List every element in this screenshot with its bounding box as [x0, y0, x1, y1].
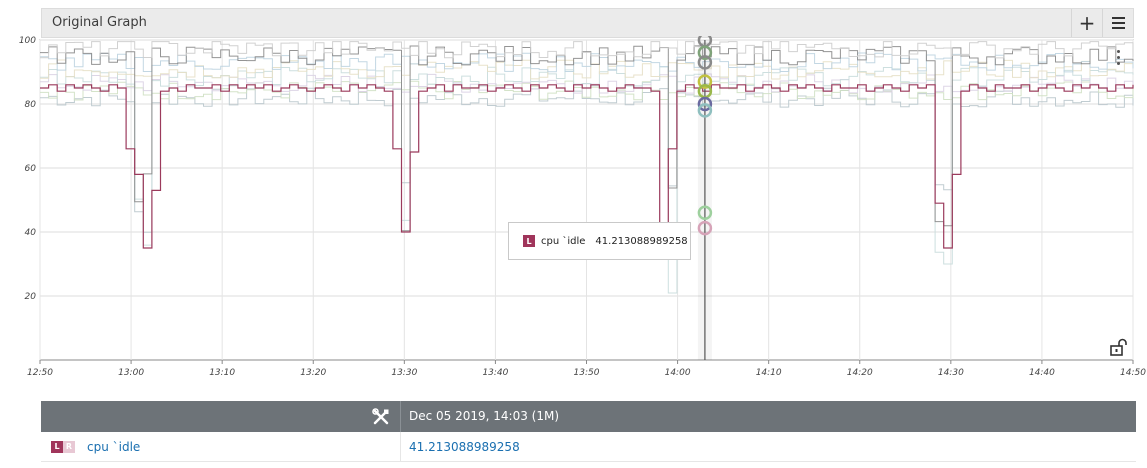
x-axis: 12:50 13:00 13:10 13:20 13:30 13:40 13:50 14:00… — [27, 360, 1146, 378]
x-tick-label: 12:50 — [27, 368, 53, 378]
x-tick-label: 13:00 — [118, 368, 144, 378]
cursor-marker — [697, 220, 713, 236]
cursor-marker — [697, 45, 713, 61]
hamburger-menu-icon — [1111, 17, 1125, 29]
x-tick-label: 13:30 — [391, 368, 417, 378]
tooltip-series-name: cpu `idle — [541, 235, 586, 247]
series-line-cpu-idle — [40, 84, 1134, 249]
cursor-marker — [697, 103, 713, 118]
cursor-marker — [697, 205, 713, 221]
cursor-markers — [697, 36, 713, 236]
y-tick-label: 40 — [25, 228, 37, 238]
kebab-vertical-icon[interactable] — [1117, 50, 1120, 65]
chart-grid — [39, 39, 1134, 361]
left-axis-badge[interactable]: L — [51, 440, 63, 453]
series-badge: L — [523, 235, 535, 247]
panel-title: Original Graph — [52, 15, 147, 30]
add-button[interactable]: + — [1071, 9, 1102, 37]
tooltip-value: 41.213088989258 — [595, 235, 688, 247]
x-tick-label: 13:50 — [574, 368, 600, 378]
y-axis: 20 40 60 80 100 — [19, 36, 36, 302]
cursor-marker — [697, 96, 713, 112]
x-tick-label: 14:20 — [847, 368, 873, 378]
series-value[interactable]: 41.213088989258 — [409, 440, 520, 454]
y-tick-label: 100 — [19, 36, 36, 46]
x-tick-label: 14:40 — [1029, 368, 1055, 378]
highlighted-series — [40, 84, 1134, 249]
cursor-marker — [697, 74, 713, 89]
y-tick-label: 20 — [25, 292, 37, 302]
x-tick-label: 13:20 — [300, 368, 326, 378]
background-series-line — [40, 41, 1134, 59]
plus-icon: + — [1078, 11, 1096, 35]
x-tick-label: 14:50 — [1120, 368, 1146, 378]
y-tick-label: 60 — [25, 164, 37, 174]
header-date: Dec 05 2019, 14:03 (1M) — [409, 409, 560, 423]
x-tick-label: 14:10 — [756, 368, 782, 378]
unlock-icon[interactable] — [1110, 338, 1130, 360]
y-tick-label: 80 — [25, 100, 37, 110]
x-tick-label: 13:40 — [482, 368, 508, 378]
series-name-cell: L R cpu `idle — [41, 432, 401, 461]
graph-panel-header: Original Graph + — [41, 8, 1134, 38]
tools-icon[interactable] — [372, 407, 390, 426]
cursor-marker — [697, 55, 713, 70]
hover-tooltip: L cpu `idle 41.213088989258 — [508, 222, 691, 260]
cursor-line — [697, 40, 712, 360]
legend-table-header: Dec 05 2019, 14:03 (1M) — [41, 401, 1136, 432]
menu-button[interactable] — [1102, 9, 1133, 37]
series-name[interactable]: cpu `idle — [87, 439, 141, 454]
line-chart[interactable]: 20 40 60 80 100 12:50 13:00 13:10 13:20 13:30 13:… — [0, 36, 1147, 381]
tools-cell — [41, 401, 401, 432]
right-axis-badge[interactable]: R — [63, 440, 75, 453]
x-tick-label: 14:30 — [938, 368, 964, 378]
x-tick-label: 13:10 — [209, 368, 235, 378]
table-row[interactable]: L R cpu `idle 41.213088989258 — [41, 432, 1136, 462]
x-tick-label: 14:00 — [665, 368, 691, 378]
